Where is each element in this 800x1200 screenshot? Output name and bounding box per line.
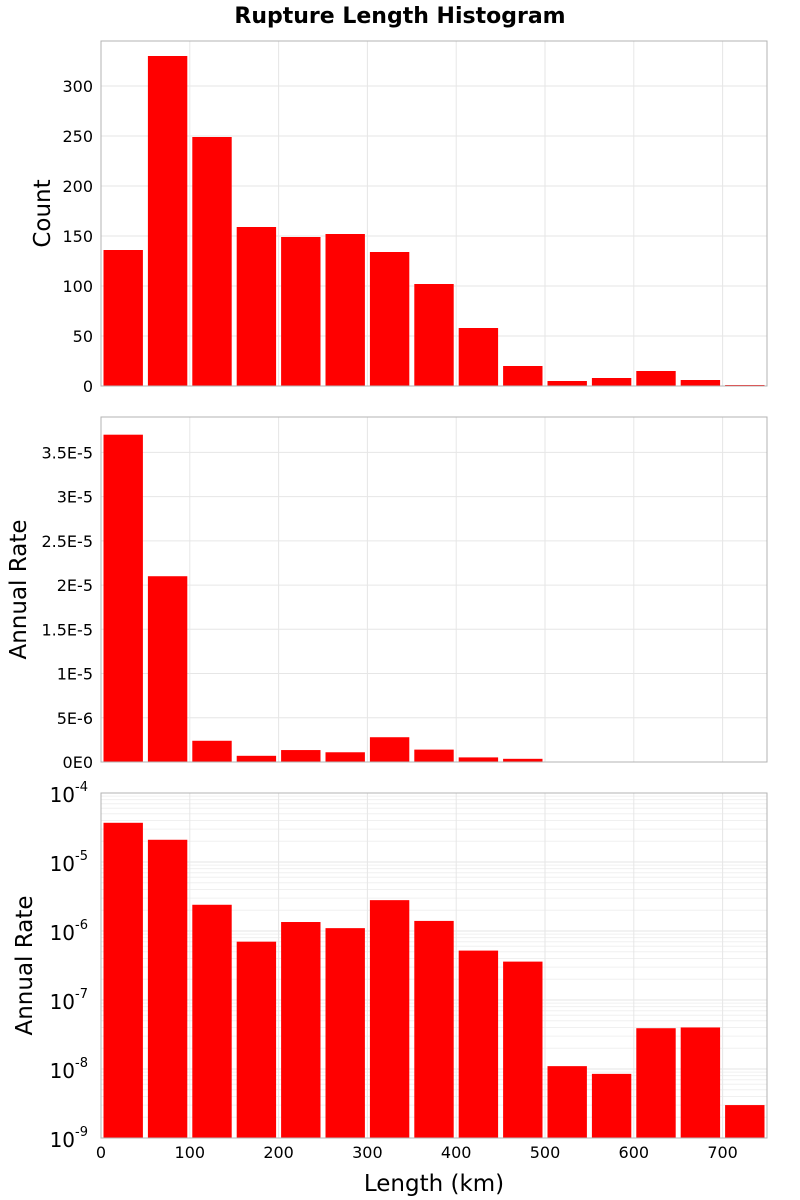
y-tick-label: 150	[62, 227, 93, 246]
y-axis-label: Annual Rate	[6, 520, 32, 660]
bar-200-250km	[281, 237, 321, 386]
bar-400-450km	[458, 950, 499, 1138]
x-tick-label: 600	[619, 1143, 650, 1162]
y-tick-label: 1.5E-5	[41, 620, 93, 639]
plot-frame	[100, 40, 768, 387]
bar-300-350km	[369, 252, 410, 386]
y-tick-label: 5E-6	[57, 709, 93, 728]
bar-150-200km	[236, 227, 277, 386]
bar-100-150km	[192, 904, 232, 1138]
y-tick-label: 0	[83, 377, 93, 396]
bar-500-550km	[547, 1066, 587, 1138]
y-tick-label: 2E-5	[57, 576, 93, 595]
bar-400-450km	[458, 328, 499, 386]
bar-250-300km	[325, 234, 365, 386]
y-axis-label: Annual Rate	[12, 896, 38, 1036]
bar-100-150km	[192, 740, 232, 762]
bar-200-250km	[281, 750, 321, 762]
bar-650-700km	[680, 380, 721, 386]
y-tick-label: 3.5E-5	[41, 443, 93, 462]
bar-300-350km	[369, 737, 410, 762]
x-tick-label: 200	[263, 1143, 294, 1162]
bar-50-100km	[147, 576, 188, 762]
x-tick-label: 0	[96, 1143, 106, 1162]
bar-0-50km	[103, 822, 143, 1138]
y-tick-label: 2.5E-5	[41, 532, 93, 551]
annual-rate-log-panel: 10-9 10-8 10-7 10-6 10-5 10-4 Annual Rate 0 100 2…	[12, 780, 768, 1197]
y-tick-label: 250	[62, 127, 93, 146]
bar-0-50km	[103, 250, 143, 386]
y-tick-label: 200	[62, 177, 93, 196]
y-tick-label: 10-8	[50, 1056, 88, 1083]
bar-300-350km	[369, 900, 410, 1138]
y-tick-label: 10-6	[50, 918, 88, 945]
bar-650-700km	[680, 1027, 721, 1138]
bar-250-300km	[325, 752, 365, 762]
y-tick-label: 10-5	[50, 849, 88, 876]
bar-700-750km	[725, 1105, 765, 1138]
count-histogram-panel: 0 50 100 150 200 250 300 Count	[30, 40, 768, 396]
bar-100-150km	[192, 137, 232, 386]
y-tick-label: 10-9	[50, 1125, 88, 1152]
annual-rate-linear-panel: 0E0 5E-6 1E-5 1.5E-5 2E-5 2.5E-5 3E-5 3.5E-5 Ann…	[6, 416, 768, 772]
y-tick-label: 50	[73, 327, 93, 346]
x-axis-label: Length (km)	[364, 1171, 504, 1197]
y-axis-label: Count	[30, 179, 56, 247]
plot-frame	[100, 416, 768, 763]
plot-frame	[100, 792, 768, 1139]
bar-350-400km	[414, 920, 454, 1138]
bar-550-600km	[591, 378, 632, 386]
bar-450-500km	[503, 758, 543, 762]
bar-150-200km	[236, 755, 277, 762]
x-tick-label: 400	[441, 1143, 472, 1162]
x-tick-label: 700	[707, 1143, 738, 1162]
y-tick-label: 100	[62, 277, 93, 296]
y-tick-label: 1E-5	[57, 665, 93, 684]
bar-50-100km	[147, 56, 188, 386]
y-tick-label: 3E-5	[57, 488, 93, 507]
x-tick-label: 500	[530, 1143, 561, 1162]
bar-600-650km	[636, 1028, 676, 1138]
bar-450-500km	[503, 366, 543, 386]
bar-450-500km	[503, 961, 543, 1138]
y-tick-label: 0E0	[63, 753, 93, 772]
bar-350-400km	[414, 284, 454, 386]
x-tick-label: 300	[352, 1143, 383, 1162]
x-tick-label: 100	[175, 1143, 206, 1162]
bar-350-400km	[414, 749, 454, 762]
bar-500-550km	[547, 381, 587, 386]
chart-title: Rupture Length Histogram	[234, 4, 565, 29]
bar-250-300km	[325, 928, 365, 1138]
bar-200-250km	[281, 922, 321, 1138]
bar-0-50km	[103, 434, 143, 762]
y-tick-label: 10-4	[50, 780, 88, 807]
bar-150-200km	[236, 941, 277, 1138]
y-tick-label: 10-7	[50, 987, 88, 1014]
y-tick-label: 300	[62, 77, 93, 96]
bar-50-100km	[147, 839, 188, 1138]
bar-400-450km	[458, 757, 499, 762]
bar-550-600km	[591, 1073, 632, 1138]
bar-600-650km	[636, 371, 676, 386]
